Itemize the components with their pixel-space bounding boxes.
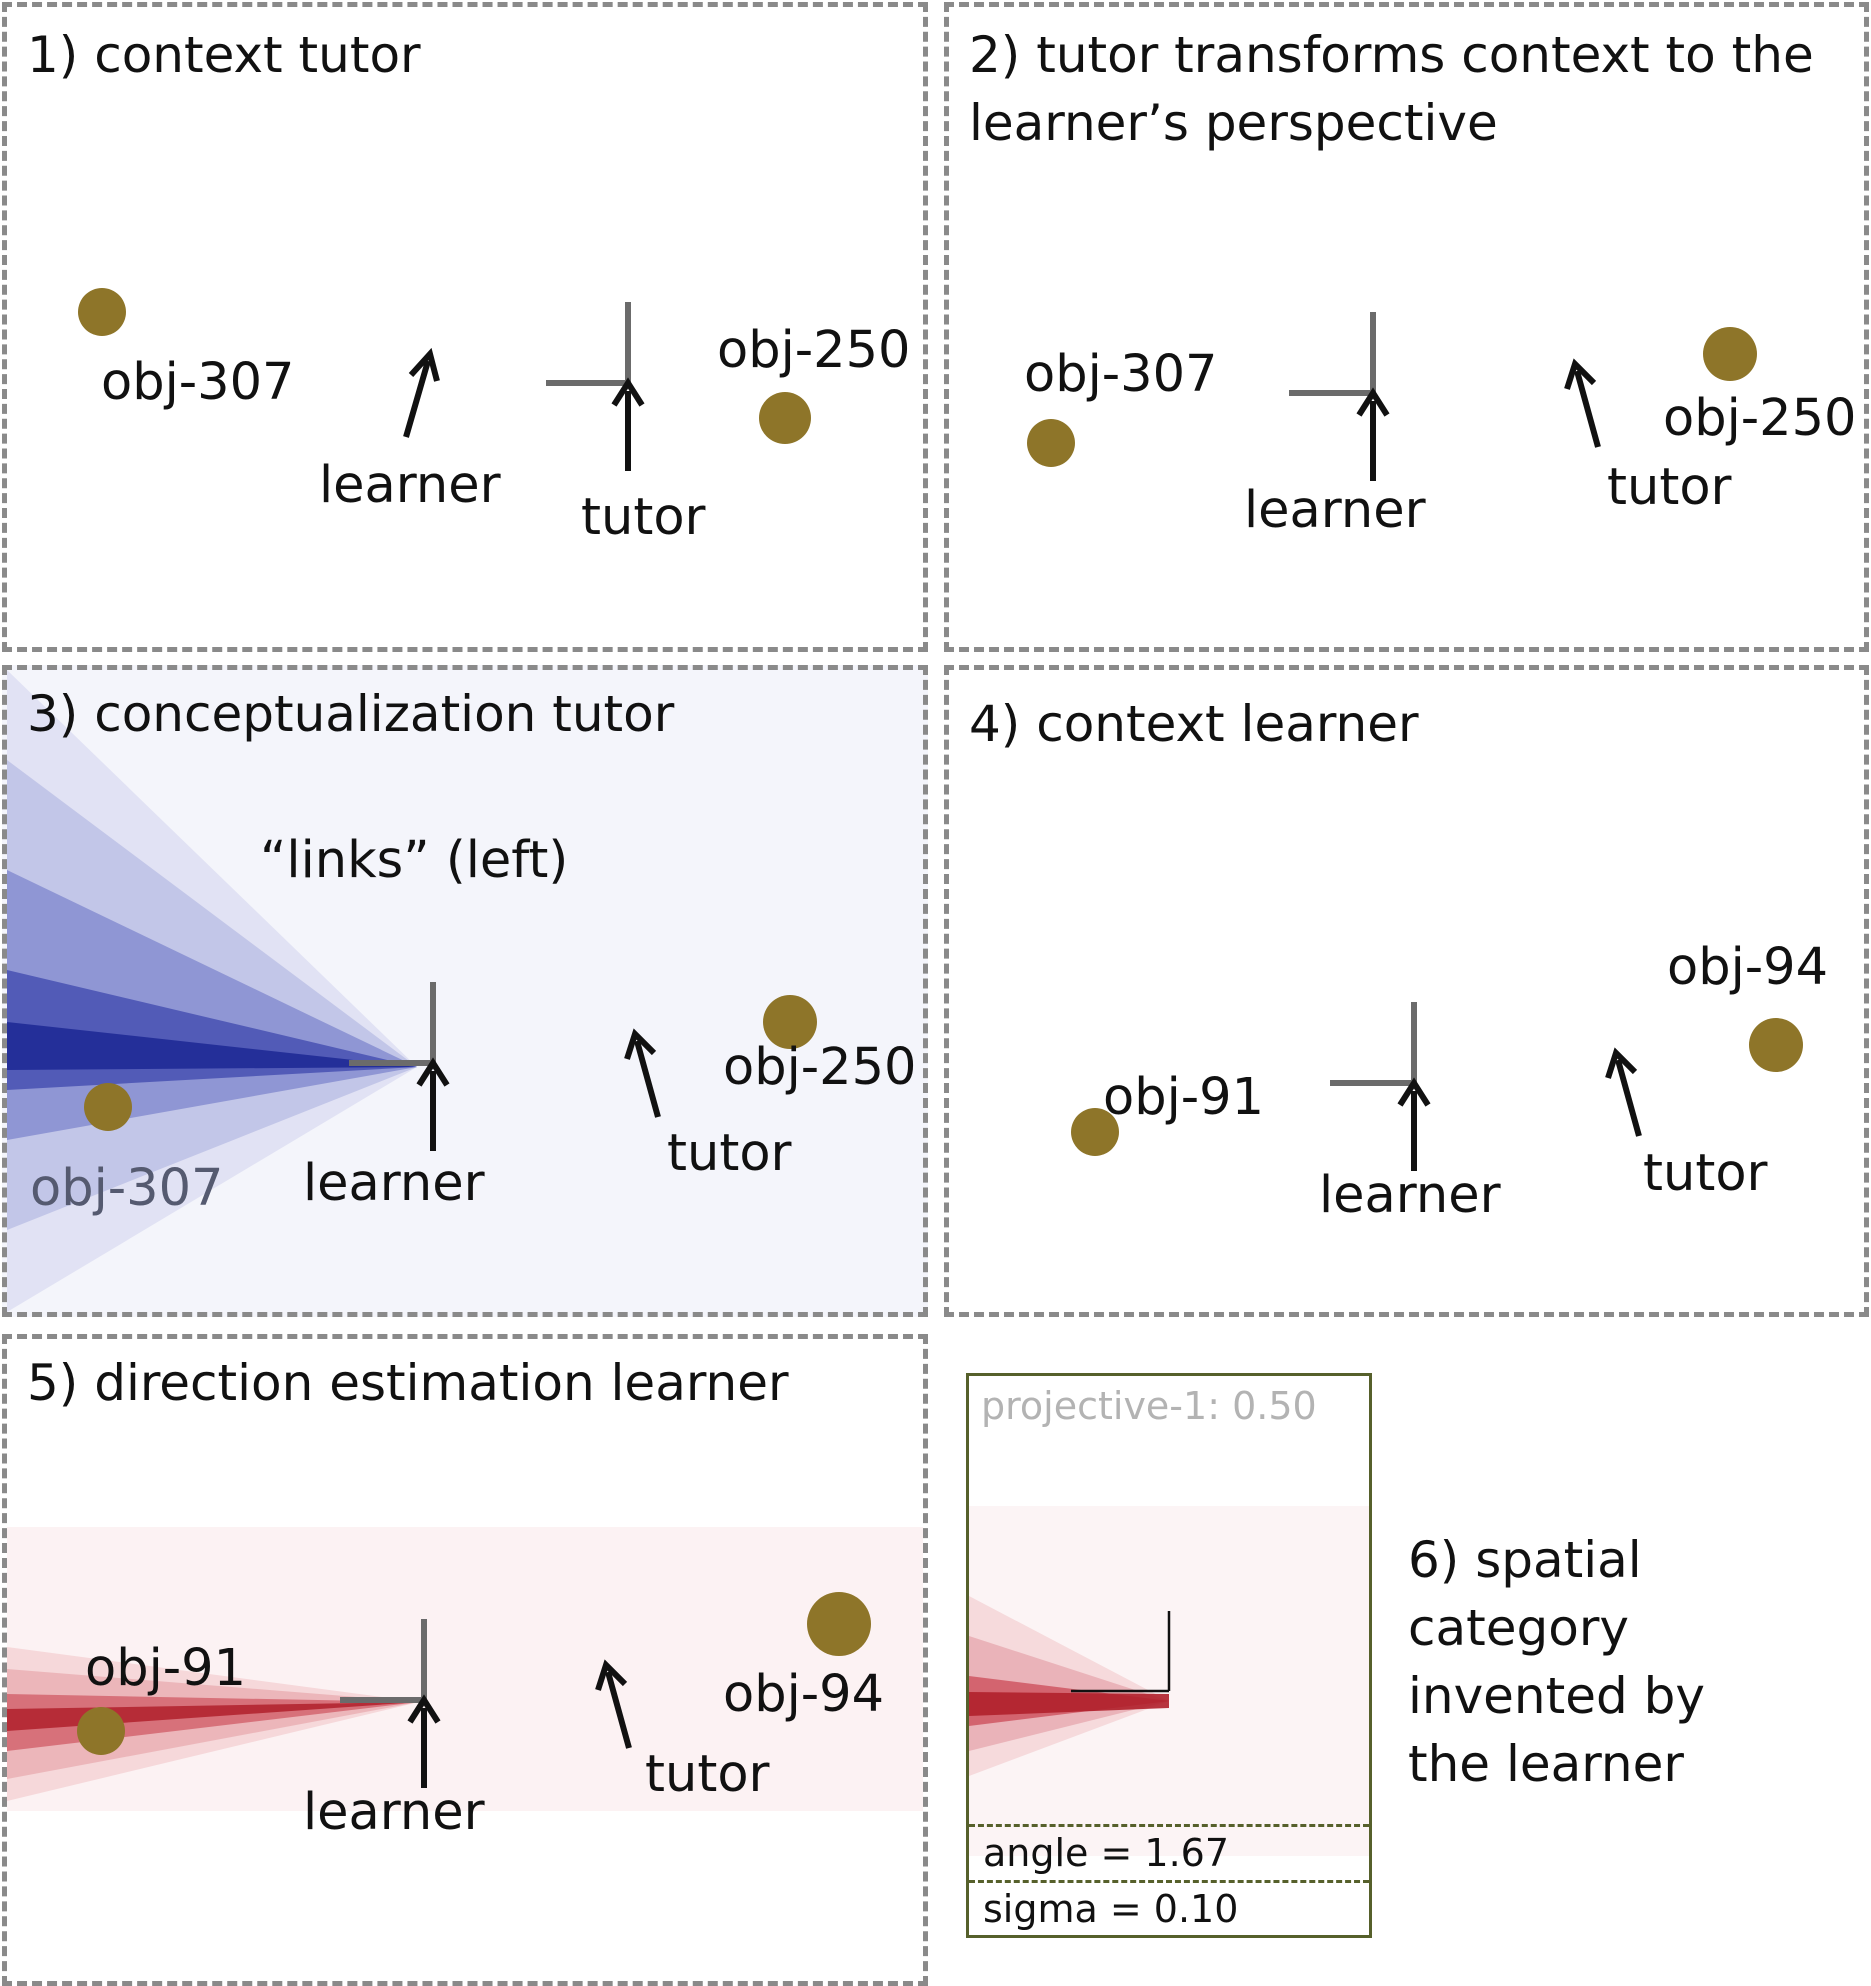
panel-title: 2) tutor transforms context to the learn…: [969, 26, 1814, 152]
tutor-arrow-icon: [624, 1028, 661, 1118]
panel-conceptualization-tutor: 3) conceptualization tutor “links” (left…: [2, 665, 928, 1317]
object-label: obj-94: [723, 1665, 885, 1724]
object-label: obj-307: [30, 1159, 224, 1218]
tutor-label: tutor: [645, 1745, 770, 1804]
learner-arrow-icon: [1356, 387, 1390, 481]
agents-layer: [403, 302, 645, 471]
learner-label: learner: [1319, 1166, 1501, 1225]
spatial-category-card: projective-1: 0.50 angle = 1.67 sigma = …: [966, 1373, 1372, 1938]
object-label: obj-91: [1103, 1068, 1265, 1127]
agents-layer: [1330, 1002, 1642, 1171]
tutor-label: tutor: [581, 488, 706, 547]
agents-layer: [349, 982, 661, 1151]
learner-arrow-icon: [403, 347, 440, 438]
panel-context-tutor: 1) context tutor obj-307 obj-250 learner…: [2, 2, 928, 652]
object-dot: [84, 1083, 132, 1131]
object-label: obj-250: [723, 1038, 917, 1097]
learner-arrow-icon: [416, 1057, 450, 1151]
learner-label: learner: [319, 456, 501, 515]
tutor-label: tutor: [1607, 458, 1732, 517]
agents-layer: [1289, 312, 1601, 481]
learner-frame-axes: [1289, 312, 1376, 396]
object-label: obj-307: [1024, 345, 1218, 404]
agents-layer: [340, 1619, 632, 1788]
panel-title: 4) context learner: [969, 695, 1419, 753]
tutor-label: tutor: [667, 1124, 792, 1183]
tutor-frame-axes: [546, 302, 631, 386]
category-name: projective-1: 0.50: [981, 1384, 1317, 1428]
object-dot: [1703, 327, 1757, 381]
learner-arrow-icon: [1397, 1077, 1431, 1171]
learner-label: learner: [303, 1783, 485, 1842]
utterance-label: “links” (left): [260, 831, 569, 890]
object-label: obj-94: [1667, 938, 1829, 997]
category-heatmap: [969, 1506, 1369, 1856]
tutor-arrow-icon: [1605, 1047, 1642, 1137]
panel-title: 3) conceptualization tutor: [27, 685, 675, 743]
learner-frame-axes: [340, 1619, 427, 1703]
tutor-arrow-icon: [595, 1659, 632, 1749]
object-label: obj-91: [85, 1639, 247, 1698]
learner-label: learner: [1244, 481, 1426, 540]
object-dot: [759, 392, 811, 444]
tutor-label: tutor: [1643, 1144, 1768, 1203]
panel-direction-estimation: 5) direction estimation learner obj-91 o…: [2, 1334, 928, 1986]
panel-perspective-transform: 2) tutor transforms context to the learn…: [944, 2, 1869, 652]
object-dot: [78, 288, 126, 336]
estimation-heatmap: [7, 1527, 923, 1811]
object-label: obj-250: [1663, 389, 1857, 448]
panel-context-learner: 4) context learner obj-91 obj-94 learner…: [944, 665, 1869, 1317]
object-dot: [763, 995, 817, 1049]
panel-title: 1) context tutor: [27, 26, 421, 84]
learner-frame-axes: [349, 982, 436, 1066]
learner-label: learner: [303, 1154, 485, 1213]
object-dot: [1027, 419, 1075, 467]
object-label: obj-307: [101, 353, 295, 412]
panel-caption: 6) spatial category invented by the lear…: [1408, 1531, 1705, 1793]
object-dot: [1071, 1108, 1119, 1156]
category-angle: angle = 1.67: [969, 1824, 1369, 1880]
tutor-arrow-icon: [611, 377, 645, 471]
learner-frame-axes: [1330, 1002, 1417, 1086]
panel-title: 5) direction estimation learner: [27, 1354, 789, 1412]
object-label: obj-250: [717, 321, 911, 380]
object-dot: [807, 1592, 871, 1656]
object-dot: [1749, 1018, 1803, 1072]
learner-arrow-icon: [407, 1694, 441, 1788]
category-sigma: sigma = 0.10: [969, 1880, 1369, 1935]
tutor-arrow-icon: [1564, 358, 1601, 448]
object-dot: [77, 1707, 125, 1755]
